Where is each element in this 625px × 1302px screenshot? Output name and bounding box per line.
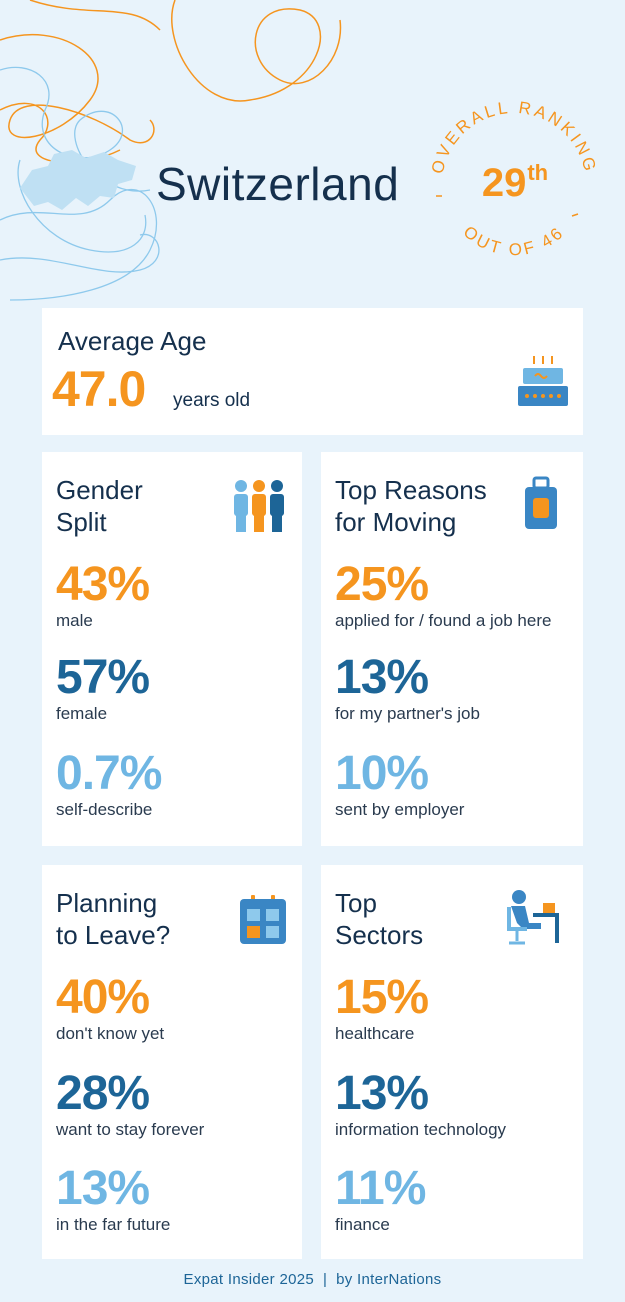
average-age-value: 47.0 <box>52 361 146 417</box>
reasons-stat-3-value: 10% <box>335 747 429 800</box>
reasons-stat-1: 25% applied for / found a job here <box>335 559 551 631</box>
reasons-stat-2-label: for my partner's job <box>335 704 480 723</box>
overall-ranking-badge: OVERALL RANKING OUT OF 46 29th <box>422 90 602 280</box>
calendar-icon <box>240 895 286 944</box>
gender-stat-3-label: self-describe <box>56 800 153 819</box>
sectors-stat-1-label: healthcare <box>335 1024 415 1043</box>
reasons-stat-3-label: sent by employer <box>335 800 465 819</box>
gender-split-card: Gender Split 43% male 57% female 0.7% se… <box>42 452 302 846</box>
switzerland-map-icon <box>20 150 136 210</box>
sectors-stat-3-value: 11% <box>335 1162 426 1215</box>
leave-stat-1-label: don't know yet <box>56 1024 165 1043</box>
sectors-stat-2-value: 13% <box>335 1067 429 1120</box>
reasons-stat-2: 13% for my partner's job <box>335 652 480 724</box>
svg-text:OUT OF 46: OUT OF 46 <box>460 222 569 259</box>
reasons-stat-1-label: applied for / found a job here <box>335 611 552 630</box>
reasons-stat-1-value: 25% <box>335 558 429 611</box>
ranking-number: 29th <box>481 160 549 205</box>
sectors-stat-2: 13% information technology <box>335 1068 506 1140</box>
gender-stat-1-value: 43% <box>56 558 150 611</box>
sectors-stat-1-value: 15% <box>335 971 429 1024</box>
gender-stat-1-label: male <box>56 611 93 630</box>
leave-stat-1-value: 40% <box>56 971 150 1024</box>
ranking-suffix: th <box>527 160 549 185</box>
gender-stat-2-value: 57% <box>56 651 150 704</box>
decorative-lines <box>0 0 342 301</box>
top-sectors-card: Top Sectors 15% healthcare 13% informati… <box>321 865 583 1259</box>
leave-stat-2-value: 28% <box>56 1067 150 1120</box>
leave-stat-3-label: in the far future <box>56 1215 171 1234</box>
leave-stat-3: 13% in the far future <box>56 1163 170 1235</box>
top-reasons-title: Top Reasons for Moving <box>335 475 487 537</box>
leave-stat-2: 28% want to stay forever <box>56 1068 204 1140</box>
gender-stat-1: 43% male <box>56 558 150 631</box>
reasons-stat-3: 10% sent by employer <box>335 748 464 820</box>
footer-credit: Expat Insider 2025 | by InterNations <box>183 1271 442 1288</box>
desk-worker-icon <box>507 890 559 945</box>
sectors-stat-2-label: information technology <box>335 1120 507 1139</box>
reasons-stat-2-value: 13% <box>335 651 429 704</box>
ranking-arc-bottom-text: OUT OF 46 <box>460 222 566 259</box>
cake-icon <box>518 356 568 406</box>
average-age-card: Average Age 47.0 years old <box>42 308 583 435</box>
gender-split-title: Gender Split <box>56 475 143 537</box>
planning-to-leave-card: Planning to Leave? 40% don't know yet 28… <box>42 865 302 1259</box>
leave-stat-2-label: want to stay forever <box>56 1120 205 1139</box>
sectors-stat-3: 11% finance <box>335 1162 426 1235</box>
gender-stat-3: 0.7% self-describe <box>56 747 162 820</box>
top-sectors-title: Top Sectors <box>335 888 424 950</box>
gender-stat-2-label: female <box>56 704 108 723</box>
leave-stat-1: 40% don't know yet <box>56 972 164 1044</box>
average-age-title: Average Age <box>58 326 207 356</box>
ranking-arc: OVERALL RANKING OUT OF 46 <box>428 98 597 260</box>
suitcase-icon <box>525 476 557 529</box>
page-title: Switzerland <box>156 158 400 210</box>
planning-to-leave-title: Planning to Leave? <box>56 888 171 950</box>
average-age-unit: years old <box>173 390 251 411</box>
leave-stat-3-value: 13% <box>56 1162 150 1215</box>
gender-stat-2: 57% female <box>56 651 150 724</box>
top-reasons-card: Top Reasons for Moving 25% applied for /… <box>321 452 583 846</box>
gender-stat-3-value: 0.7% <box>56 747 162 800</box>
people-icon <box>234 480 284 532</box>
sectors-stat-1: 15% healthcare <box>335 971 429 1044</box>
sectors-stat-3-label: finance <box>335 1215 390 1234</box>
